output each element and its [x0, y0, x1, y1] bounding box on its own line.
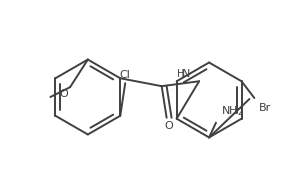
Text: O: O: [164, 121, 173, 131]
Text: O: O: [59, 89, 68, 99]
Text: Cl: Cl: [120, 70, 131, 80]
Text: H: H: [177, 69, 184, 79]
Text: Br: Br: [259, 103, 272, 113]
Text: N: N: [182, 69, 190, 79]
Text: NH$_2$: NH$_2$: [221, 104, 244, 118]
